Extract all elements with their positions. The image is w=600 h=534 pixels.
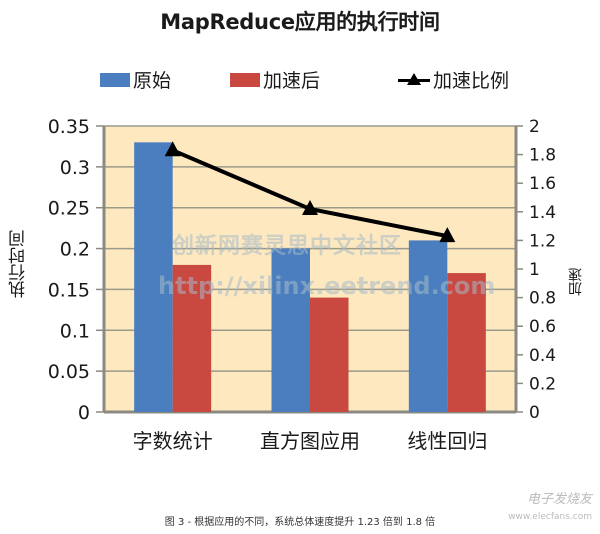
bar-original [271,248,310,412]
triangle-marker-icon [164,141,181,157]
tick-label-left: 0.05 [48,361,90,383]
triangle-marker-icon [439,227,456,243]
tick-label-left: 0 [78,402,90,424]
bar-original [408,240,448,412]
category-label: 直方图应用 [260,429,360,453]
tick-label-right: 0.4 [529,346,556,366]
category-label: 字数统计 [133,429,213,453]
legend-swatch-original [100,72,130,87]
legend-item-accelerated: 加速后 [230,66,320,93]
bar-original [134,142,173,413]
corner-watermark-logo: 电子发烧友 [526,492,592,507]
legend: 原始 加速后 加速比例 [0,66,600,96]
tick-label-right: 0 [529,403,540,423]
legend-label: 原始 [133,70,172,92]
tick-label-left: 0.25 [48,198,90,220]
tick-label-right: 1.4 [529,203,556,223]
legend-swatch-accelerated [230,72,260,87]
y-axis-label-right: 加速 [568,268,584,296]
tick-label-right: 1.6 [529,174,556,194]
tick-label-left: 0.1 [60,320,90,342]
legend-item-speedup: 加速比例 [398,66,509,93]
legend-label: 加速比例 [433,70,510,92]
triangle-marker-icon [302,199,318,215]
y-axis-label-left: 执行时间 [9,230,29,298]
tick-label-right: 1 [529,260,540,280]
figure-caption: 图 3 - 根据应用的不同，系统总体速度提升 1.23 倍到 1.8 倍 [164,517,436,528]
bar-accelerated [447,273,486,412]
bar-accelerated [310,297,349,412]
tick-label-right: 1.8 [529,146,556,166]
tick-label-left: 0.2 [60,239,90,261]
tick-label-right: 0.6 [529,317,556,337]
tick-label-right: 0.8 [529,289,556,309]
tick-label-right: 2 [529,117,540,137]
tick-label-left: 0.15 [48,279,90,301]
legend-item-original: 原始 [100,66,171,93]
tick-label-right: 1.2 [529,231,556,251]
corner-watermark-url: www.elecfans.com [508,512,592,522]
chart-title: MapReduce应用的执行时间 [160,10,440,34]
tick-label-left: 0.35 [48,116,90,138]
category-label: 线性回归 [407,429,487,453]
bar-accelerated [172,264,212,412]
triangle-line-icon [398,72,430,87]
tick-label-left: 0.3 [60,157,90,179]
legend-label: 加速后 [263,70,321,92]
tick-label-right: 0.2 [529,374,556,394]
